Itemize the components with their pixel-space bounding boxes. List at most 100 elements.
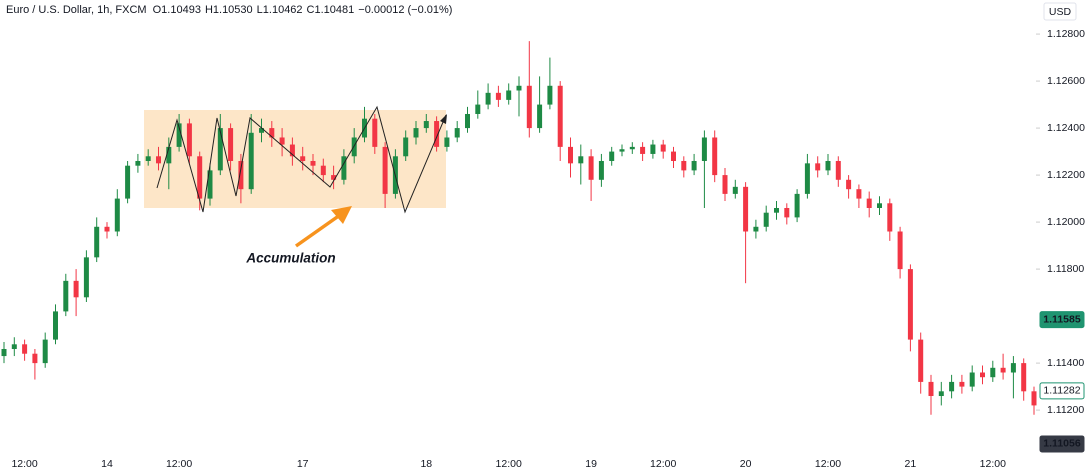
candle-body xyxy=(104,226,110,232)
ohlc-value: 1.10493 xyxy=(161,4,201,16)
price-tag xyxy=(1039,382,1085,400)
candle-body xyxy=(475,104,481,114)
candle-body xyxy=(516,85,522,91)
candle-body xyxy=(918,339,924,382)
candle-body xyxy=(413,128,419,138)
y-tick-label: 1.11800 xyxy=(1047,263,1084,275)
candle-body xyxy=(835,160,841,180)
price-tag xyxy=(1039,311,1085,329)
candle-body xyxy=(279,137,285,145)
candle-body xyxy=(701,137,707,161)
candle-body xyxy=(928,381,934,397)
candle-body xyxy=(949,381,955,392)
candle-body xyxy=(135,160,141,166)
x-tick-label: 18 xyxy=(420,458,432,470)
candle-body xyxy=(331,175,337,180)
candle-body xyxy=(897,231,903,270)
candle-body xyxy=(217,128,223,171)
candle-body xyxy=(495,92,501,100)
candle-body xyxy=(1000,367,1006,373)
candle-body xyxy=(598,160,604,180)
candle-body xyxy=(351,137,357,157)
price-tag-label: 1.11585 xyxy=(1043,313,1081,325)
x-tick-label: 19 xyxy=(585,458,597,470)
candle-body xyxy=(11,344,17,350)
candle-body xyxy=(774,207,779,213)
candle-body xyxy=(722,175,728,194)
candle-body xyxy=(712,137,718,176)
annotation: Accumulation xyxy=(245,251,335,266)
candle-body xyxy=(557,85,563,147)
candle-body xyxy=(650,144,656,154)
candle-body xyxy=(866,198,872,208)
annotation-arrowhead xyxy=(331,206,352,224)
candle-body xyxy=(815,163,821,171)
candle-body xyxy=(660,144,666,152)
candle-body xyxy=(825,160,831,171)
candle-body xyxy=(485,92,491,105)
candle-body xyxy=(300,156,306,161)
candle-body xyxy=(588,156,594,180)
candle-body xyxy=(156,156,161,164)
candle-body xyxy=(228,128,234,161)
ohlc-label: H xyxy=(205,4,213,16)
currency-box xyxy=(1043,2,1077,21)
candle-body xyxy=(846,179,852,190)
candle-body xyxy=(887,203,893,232)
candle-body xyxy=(341,156,347,180)
candle-body xyxy=(186,123,192,157)
candle-body xyxy=(248,132,254,190)
candle-body xyxy=(804,163,810,194)
candle-body xyxy=(691,160,697,171)
candle-body xyxy=(434,121,440,147)
currency: USD xyxy=(1049,6,1072,18)
candle-body xyxy=(83,257,89,298)
candle-body xyxy=(444,137,450,147)
y-tick-label: 1.12600 xyxy=(1047,75,1085,87)
candle-body xyxy=(310,160,316,166)
candle-body xyxy=(42,339,48,364)
y-tick-label: 1.12200 xyxy=(1047,169,1085,181)
candle-body xyxy=(681,160,687,171)
candle-body xyxy=(1,349,7,357)
x-tick-label: 14 xyxy=(101,458,113,470)
annotation-arrow xyxy=(294,213,342,248)
candle-body xyxy=(403,137,409,157)
candle-body xyxy=(238,160,244,190)
candle-body xyxy=(1010,363,1016,373)
price-tag xyxy=(1039,435,1085,453)
candle-body xyxy=(22,344,28,354)
candle-body xyxy=(145,156,151,161)
ohlc-label: C xyxy=(307,4,315,16)
candle-body xyxy=(454,128,460,138)
candle-body xyxy=(784,207,790,218)
x-tick-label: 17 xyxy=(297,458,309,470)
y-tick-label: 1.11400 xyxy=(1047,357,1084,369)
candle-body xyxy=(53,311,58,340)
candle-body xyxy=(382,146,388,194)
candle-body xyxy=(114,198,120,232)
candle-body xyxy=(207,170,213,199)
change: −0.00012 (−0.01%) xyxy=(358,4,452,16)
candle-body xyxy=(629,146,635,150)
candle-body xyxy=(197,156,203,199)
candle-body xyxy=(743,186,749,232)
candle-body xyxy=(856,189,862,199)
x-tick-label: 12:00 xyxy=(11,458,37,470)
candle-body xyxy=(125,165,131,199)
candle-body xyxy=(568,146,573,164)
x-tick-label: 21 xyxy=(905,458,917,470)
symbol: Euro / U.S. Dollar, 1h, FXCM xyxy=(6,4,147,16)
candle-body xyxy=(73,280,79,298)
candle-body xyxy=(166,146,172,164)
y-tick-label: 1.12400 xyxy=(1047,122,1085,134)
candle-body xyxy=(1021,363,1027,392)
x-tick-label: 12:00 xyxy=(496,458,522,470)
candle-body xyxy=(94,226,100,258)
candle-body xyxy=(990,367,996,378)
candle-body xyxy=(578,156,584,164)
y-tick-label: 1.11200 xyxy=(1047,404,1084,416)
candle-body xyxy=(969,372,975,387)
candle-body xyxy=(289,144,295,157)
candle-body xyxy=(732,186,738,194)
